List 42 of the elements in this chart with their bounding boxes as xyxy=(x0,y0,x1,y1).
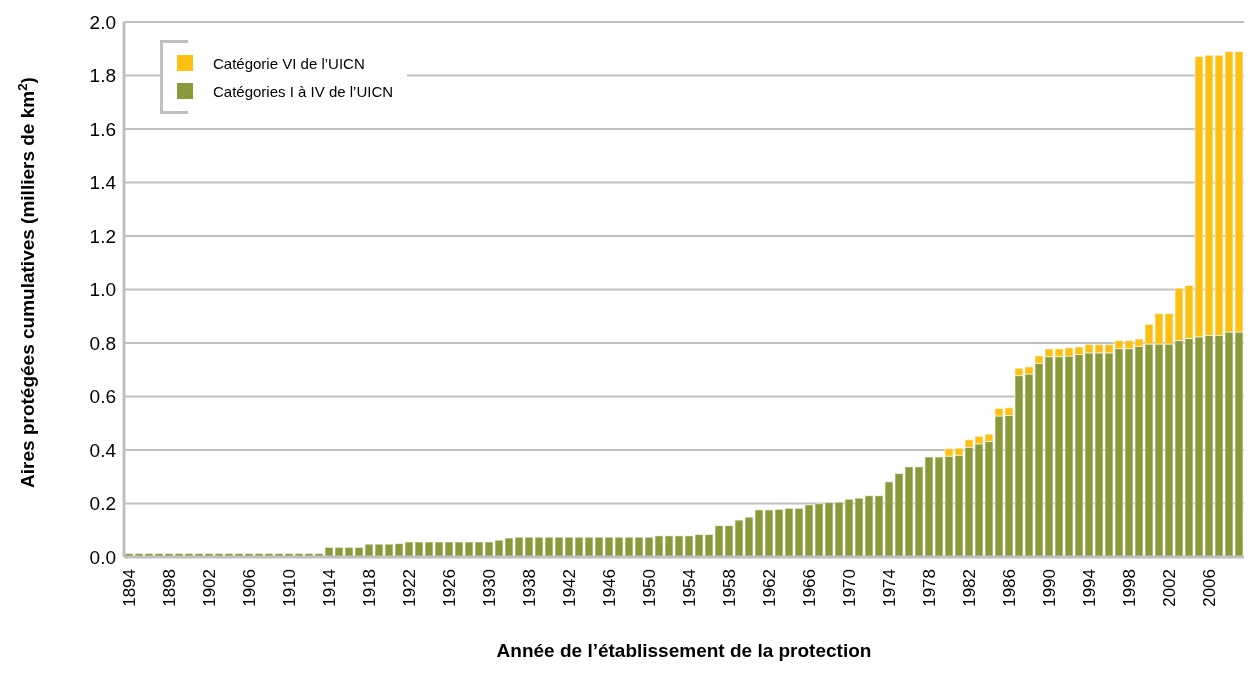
y-tick-label: 1.6 xyxy=(89,118,116,140)
y-tick-label: 0.2 xyxy=(89,493,116,515)
x-tick-label: 1910 xyxy=(279,569,299,607)
x-tick-label: 1894 xyxy=(119,569,139,607)
x-axis-title: Année de l’établissement de la protection xyxy=(496,640,872,661)
x-tick-label: 1906 xyxy=(239,569,259,607)
y-tick-label: 1.8 xyxy=(89,65,116,87)
y-tick-label: 1.2 xyxy=(89,225,116,247)
x-tick-label: 1990 xyxy=(1039,569,1059,607)
x-tick-label: 1954 xyxy=(679,569,699,607)
x-tick-label: 1998 xyxy=(1119,569,1139,607)
x-tick-label: 1982 xyxy=(959,569,979,607)
x-tick-label: 1994 xyxy=(1079,569,1099,607)
x-tick-label: 1986 xyxy=(999,569,1019,607)
y-tick-label: 1.4 xyxy=(89,172,117,194)
x-tick-label: 1930 xyxy=(479,569,499,607)
x-tick-label: 1898 xyxy=(159,569,179,607)
x-tick-label: 1950 xyxy=(639,569,659,607)
x-tick-label: 1942 xyxy=(559,569,579,607)
x-tick-label: 2002 xyxy=(1159,569,1179,607)
y-tick-label: 0.6 xyxy=(89,386,116,408)
x-tick-label: 1902 xyxy=(199,569,219,607)
x-tick-label: 1918 xyxy=(359,569,379,607)
x-tick-label: 1914 xyxy=(319,569,339,607)
x-tick-label: 1962 xyxy=(759,569,779,607)
y-tick-label: 0.0 xyxy=(89,546,116,568)
x-tick-label: 2006 xyxy=(1199,569,1219,607)
y-tick-label: 0.8 xyxy=(89,332,116,354)
x-tick-label: 1946 xyxy=(599,569,619,607)
y-tick-label: 0.4 xyxy=(89,439,117,461)
legend-label: Catégories I à IV de l’UICN xyxy=(213,82,394,100)
y-tick-label: 2.0 xyxy=(89,11,116,33)
x-tick-label: 1974 xyxy=(879,569,899,607)
x-tick-label: 1922 xyxy=(399,569,419,607)
x-tick-label: 1958 xyxy=(719,569,739,607)
x-tick-label: 1978 xyxy=(919,569,939,607)
legend-label: Catégorie VI de l’UICN xyxy=(213,54,365,72)
y-tick-label: 1.0 xyxy=(89,279,116,301)
x-tick-label: 1938 xyxy=(519,569,539,607)
x-tick-label: 1966 xyxy=(799,569,819,607)
x-tick-label: 1926 xyxy=(439,569,459,607)
x-tick-label: 1970 xyxy=(839,569,859,607)
